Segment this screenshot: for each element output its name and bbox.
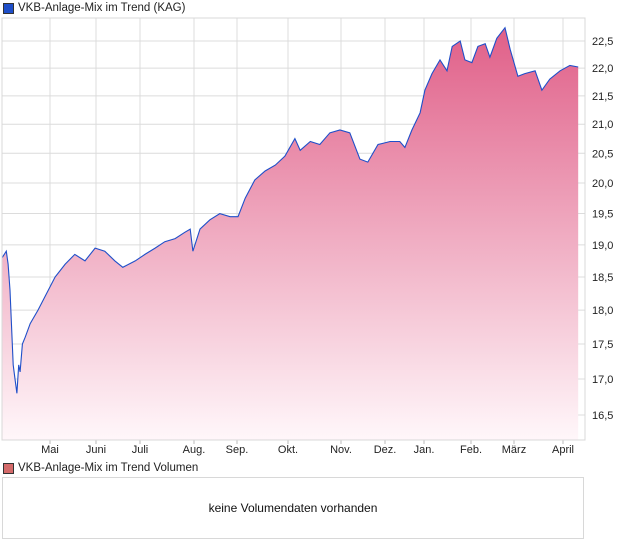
price-line bbox=[1, 26, 579, 394]
x-tick-label: Nov. bbox=[330, 444, 352, 456]
x-tick-label: Feb. bbox=[460, 444, 482, 456]
x-tick-label: April bbox=[552, 444, 574, 456]
price-chart: 16,5 17,0 17,5 18,0 18,5 19,0 19,5 20,0 20,5 21,0… bbox=[1, 17, 613, 456]
y-tick-label: 22,0 bbox=[592, 63, 613, 75]
volume-legend-swatch bbox=[3, 462, 14, 474]
price-legend-swatch bbox=[3, 2, 14, 14]
x-tick-label: Juli bbox=[132, 444, 149, 456]
x-tick-label: Okt. bbox=[278, 444, 298, 456]
y-tick-label: 19,5 bbox=[592, 209, 613, 221]
y-tick-label: 19,0 bbox=[592, 240, 613, 252]
x-tick-label: Jan. bbox=[414, 444, 435, 456]
y-tick-label: 22,5 bbox=[592, 36, 613, 48]
y-tick-label: 20,5 bbox=[592, 148, 613, 160]
no-volume-message: keine Volumendaten vorhanden bbox=[208, 501, 378, 515]
y-tick-label: 21,0 bbox=[592, 119, 613, 131]
x-tick-label: Aug. bbox=[183, 444, 206, 456]
y-tick-label: 20,0 bbox=[592, 178, 613, 190]
y-tick-label: 18,0 bbox=[592, 305, 613, 317]
x-tick-label: Mai bbox=[41, 444, 59, 456]
y-tick-label: 16,5 bbox=[592, 410, 613, 422]
y-tick-label: 18,5 bbox=[592, 272, 613, 284]
price-legend-label: VKB-Anlage-Mix im Trend (KAG) bbox=[18, 2, 186, 14]
x-tick-label: März bbox=[502, 444, 526, 456]
price-legend: VKB-Anlage-Mix im Trend (KAG) bbox=[3, 2, 185, 14]
y-tick-label: 21,5 bbox=[592, 91, 613, 103]
x-tick-label: Dez. bbox=[374, 444, 397, 456]
y-tick-label: 17,5 bbox=[592, 339, 613, 351]
volume-panel: keine Volumendaten vorhanden bbox=[2, 477, 584, 539]
volume-legend: VKB-Anlage-Mix im Trend Volumen bbox=[3, 462, 198, 474]
plot-frame bbox=[1, 17, 586, 441]
y-tick-label: 17,0 bbox=[592, 374, 613, 386]
volume-legend-label: VKB-Anlage-Mix im Trend Volumen bbox=[18, 462, 199, 474]
x-tick-label: Juni bbox=[86, 444, 106, 456]
x-tick-label: Sep. bbox=[226, 444, 249, 456]
price-area bbox=[2, 27, 579, 440]
